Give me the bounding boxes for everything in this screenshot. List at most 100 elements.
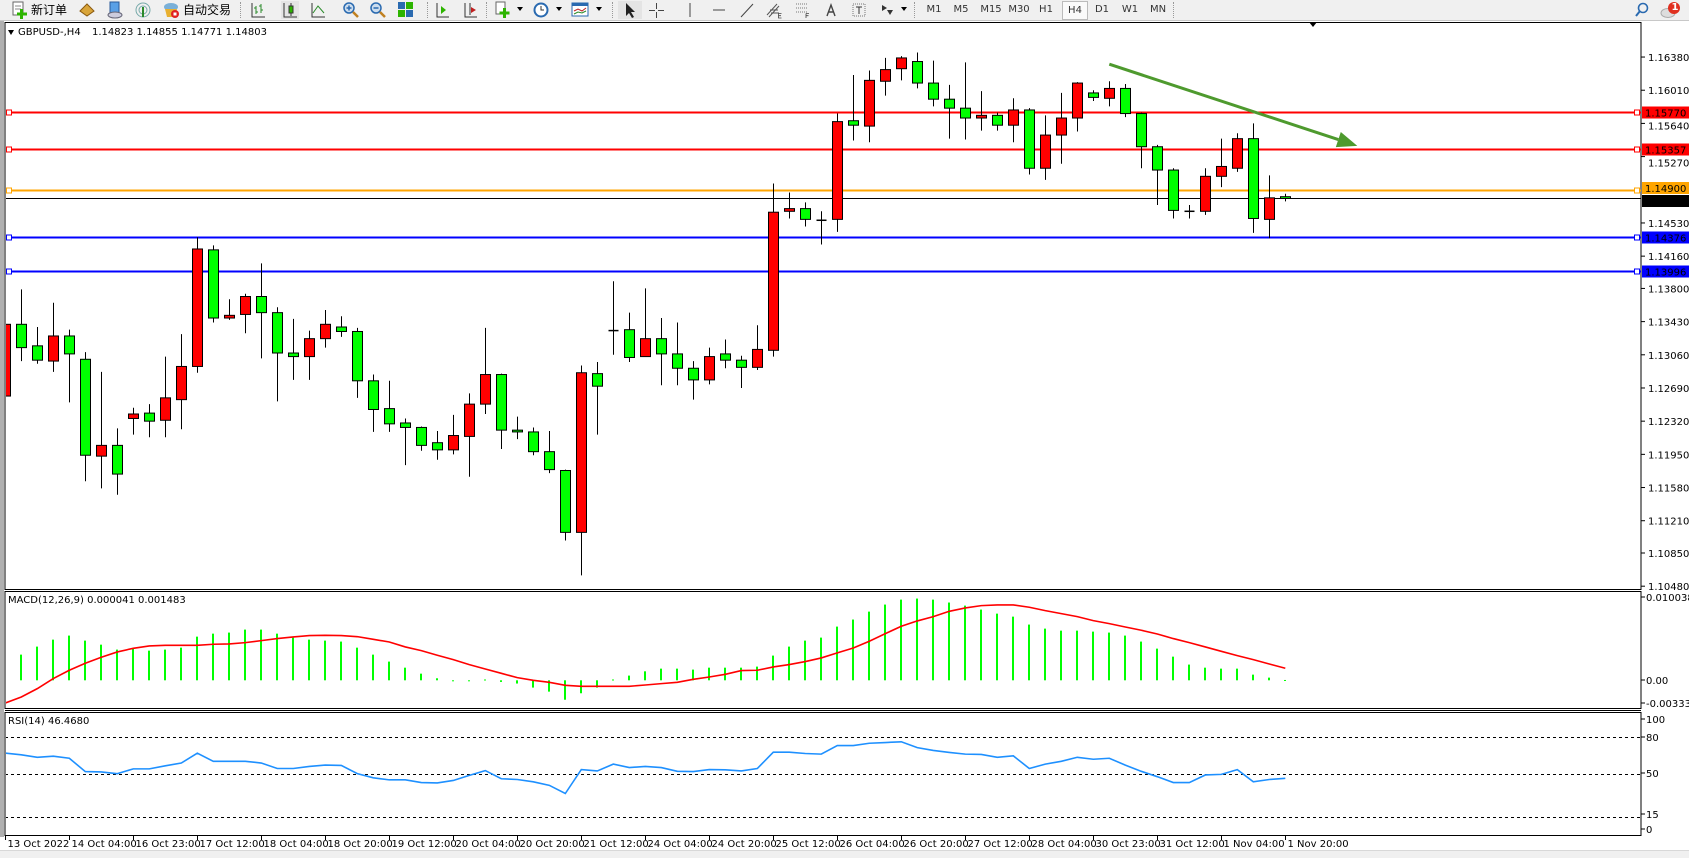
text-label-icon[interactable]: [852, 1, 866, 19]
candle-body: [208, 249, 219, 319]
periods-dropdown-icon[interactable]: [556, 7, 562, 11]
zoom-out-icon[interactable]: [369, 1, 386, 19]
indicators-icon[interactable]: [494, 1, 512, 19]
timeframe-h4-button[interactable]: H4: [1062, 1, 1088, 20]
time-axis-label: 31 Oct 12:00: [1160, 839, 1225, 850]
vertical-line-icon[interactable]: [684, 1, 696, 19]
crosshair-icon[interactable]: [648, 1, 665, 19]
terminal-icon[interactable]: [106, 1, 124, 19]
line-handle-right[interactable]: [1634, 268, 1640, 275]
rsi-axis-label: 80: [1646, 733, 1659, 744]
text-tool-icon[interactable]: [825, 1, 837, 19]
timeframe-m30-button[interactable]: M30: [1008, 4, 1030, 15]
notifications-button[interactable]: 1: [1660, 1, 1682, 19]
candlestick-chart-icon[interactable]: [281, 1, 299, 19]
timeframe-m5-button[interactable]: M5: [953, 4, 969, 15]
price-tick-label: 1.15270: [1648, 159, 1689, 170]
autoscroll-icon[interactable]: [434, 1, 450, 19]
line-handle-left[interactable]: [6, 187, 12, 194]
bar-chart-icon[interactable]: [250, 1, 266, 19]
macd-histogram-bar: [1028, 624, 1030, 681]
toolbar-separator: [1173, 2, 1175, 18]
indicators-dropdown-icon[interactable]: [517, 7, 523, 11]
candle-body: [720, 353, 731, 361]
candle: [560, 469, 571, 541]
candle: [640, 288, 651, 358]
fibonacci-channel-icon[interactable]: [766, 1, 783, 19]
arrows-icon[interactable]: [880, 1, 895, 19]
market-watch-gold-icon[interactable]: [78, 1, 96, 19]
line-handle-right[interactable]: [1634, 109, 1640, 116]
candle-body: [1280, 196, 1291, 199]
tile-windows-icon[interactable]: [397, 1, 414, 19]
candle: [1168, 168, 1179, 219]
time-axis-label: 16 Oct 23:00: [136, 839, 201, 850]
trend-arrow-line[interactable]: [1108, 62, 1339, 142]
macd-histogram-bar: [1284, 679, 1286, 681]
new-order-icon[interactable]: [10, 1, 30, 19]
macd-histogram-bar: [1124, 635, 1126, 681]
periods-clock-icon[interactable]: [532, 1, 550, 19]
timeframe-h1-button[interactable]: H1: [1039, 4, 1053, 15]
timeframe-d1-button[interactable]: D1: [1094, 4, 1110, 15]
macd-histogram-bar: [1236, 668, 1238, 681]
signals-icon[interactable]: [134, 1, 152, 19]
price-line-label-bg: [1642, 106, 1689, 119]
timeframe-w1-button[interactable]: W1: [1121, 4, 1139, 15]
rsi-line: [6, 740, 1286, 795]
line-handle-left[interactable]: [6, 146, 12, 153]
candle: [1216, 138, 1227, 188]
candle-body: [384, 408, 395, 425]
timeframe-m15-button[interactable]: M15: [980, 4, 1002, 15]
candle: [1024, 108, 1035, 175]
candle-body: [704, 356, 715, 381]
macd-histogram-bar: [980, 609, 982, 681]
horizontal-line-icon[interactable]: [711, 1, 727, 19]
line-handle-left[interactable]: [6, 234, 12, 241]
line-chart-icon[interactable]: [309, 1, 326, 19]
candle-body: [6, 323, 11, 397]
cursor-icon[interactable]: [618, 1, 642, 19]
arrows-dropdown-icon[interactable]: [901, 7, 907, 11]
candle-body: [224, 314, 235, 319]
line-handle-right[interactable]: [1634, 234, 1640, 241]
trendline-icon[interactable]: [739, 1, 755, 19]
candle-body: [304, 338, 315, 358]
line-handle-left[interactable]: [6, 109, 12, 116]
candle: [224, 299, 235, 320]
autotrade-icon[interactable]: [162, 1, 181, 19]
bid-label-bg: [1642, 195, 1689, 207]
candle: [160, 356, 171, 438]
timeframe-mn-button[interactable]: MN: [1149, 4, 1167, 15]
autotrade-button[interactable]: 自动交易: [183, 3, 232, 17]
trend-arrow-head[interactable]: [1335, 131, 1358, 148]
macd-plot: [6, 598, 1286, 704]
chart-shift-icon[interactable]: [462, 1, 478, 19]
macd-histogram-bar: [1092, 631, 1094, 681]
macd-histogram-bar: [68, 635, 70, 681]
chart-shift-marker-icon[interactable]: [1309, 22, 1317, 27]
candle-body: [832, 121, 843, 220]
search-icon[interactable]: [1634, 1, 1650, 19]
fibonacci-retracement-icon[interactable]: [795, 1, 811, 19]
macd-histogram-bar: [20, 654, 22, 681]
price-line-label-bg: [1642, 265, 1689, 278]
candle-body: [896, 57, 907, 70]
zoom-in-icon[interactable]: [342, 1, 359, 19]
line-handle-left[interactable]: [6, 268, 12, 275]
chart-background: [0, 21, 1689, 858]
line-handle-right[interactable]: [1634, 187, 1640, 194]
line-handle-right[interactable]: [1634, 146, 1640, 153]
candle-body: [880, 69, 891, 82]
candle-body: [320, 323, 331, 340]
notification-count-badge: 1: [1671, 2, 1679, 13]
chart-menu-triangle-icon[interactable]: [8, 30, 14, 35]
new-order-button[interactable]: 新订单: [31, 3, 68, 17]
templates-dropdown-icon[interactable]: [596, 7, 602, 11]
templates-icon[interactable]: [571, 1, 589, 19]
candle: [1232, 133, 1243, 172]
timeframe-m1-button[interactable]: M1: [926, 4, 942, 15]
candle-body: [1120, 87, 1131, 115]
candle-body: [736, 359, 747, 368]
